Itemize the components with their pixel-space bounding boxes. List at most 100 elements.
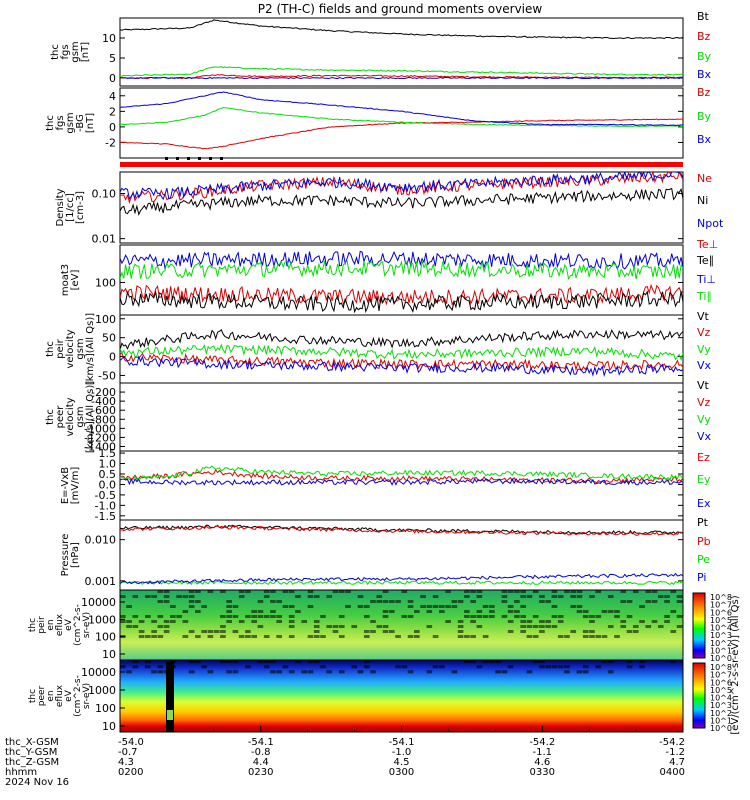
legend-entry: Vt (697, 310, 710, 323)
spec-cell (251, 620, 257, 623)
y-tick-label: 10 (102, 32, 116, 45)
spec-cell (470, 660, 476, 664)
y-axis-label: en (46, 619, 56, 630)
spec-cell (426, 610, 433, 613)
spec-cell (357, 595, 364, 598)
x-tick-label: 4.4 (253, 757, 269, 768)
spec-cell (370, 620, 376, 623)
colorbar-tick: 10^7 (710, 601, 732, 610)
panel-frame (119, 314, 684, 384)
spec-cell (238, 595, 245, 598)
spec-cell (332, 625, 339, 628)
spec-cell (288, 590, 295, 593)
y-tick-label: 10000 (81, 596, 116, 609)
spec-cell (420, 605, 426, 608)
spec-cell (439, 665, 445, 669)
spec-cell (532, 615, 539, 618)
spec-cell (232, 670, 239, 674)
spec-cell (495, 660, 501, 664)
spec-cell (482, 635, 489, 638)
y-axis-label: velocity (65, 329, 76, 368)
spec-cell (539, 625, 545, 628)
spec-cell (288, 605, 295, 608)
spec-cell (514, 615, 520, 618)
y-axis-label: gsm (65, 112, 76, 133)
spec-cell (163, 620, 170, 623)
spec-cell (195, 660, 201, 664)
spec-cell (326, 670, 333, 674)
legend-entry: Pi (697, 571, 706, 584)
spec-cell (470, 590, 476, 593)
spec-cell (476, 610, 483, 613)
series-line-By (120, 106, 683, 128)
spec-cell (401, 665, 408, 669)
legend-entry: Ex (697, 497, 711, 510)
spec-cell (676, 615, 683, 618)
spec-cell (470, 600, 476, 603)
spec-cell (170, 615, 176, 618)
spec-cell (457, 635, 464, 638)
spec-cell (564, 590, 570, 593)
spec-cell (232, 660, 239, 664)
spec-cell (163, 625, 170, 628)
spec-cell (145, 635, 151, 638)
spec-cell (351, 625, 358, 628)
spec-cell (307, 635, 314, 638)
spec-cell (645, 600, 652, 603)
spec-cell (551, 595, 558, 598)
y-tick-label: 1000 (88, 613, 116, 626)
series-line-Bt (120, 19, 683, 40)
series-line-Ex (120, 477, 683, 486)
spec-cell (607, 625, 614, 628)
spec-cell (388, 610, 395, 613)
y-axis-label: eV (64, 618, 74, 631)
spectrogram-fill (120, 660, 683, 732)
legend-entry: Bt (697, 10, 710, 23)
spec-cell (526, 595, 533, 598)
spec-cell (582, 615, 589, 618)
spec-cell (457, 620, 464, 623)
spec-cell (557, 595, 564, 598)
y-axis-label: -BG (75, 114, 86, 132)
panel-frame (119, 87, 684, 159)
spec-cell (639, 620, 645, 623)
spec-cell (657, 595, 664, 598)
spec-cell (476, 595, 483, 598)
spec-cell (395, 635, 401, 638)
spec-cell (482, 605, 489, 608)
spec-cell (670, 630, 677, 633)
x-tick-label: 4.3 (118, 757, 134, 768)
spec-cell (376, 600, 383, 603)
spec-cell (282, 590, 289, 593)
x-tick-label: 4.6 (534, 757, 550, 768)
y-axis-label: thc (28, 689, 38, 703)
spec-cell (651, 620, 658, 623)
spec-cell (388, 600, 395, 603)
spec-cell (520, 615, 526, 618)
mode-bar (120, 162, 683, 167)
spec-cell (464, 595, 470, 598)
spec-cell (557, 620, 564, 623)
series-line-Pb (120, 525, 683, 536)
spec-cell (270, 600, 276, 603)
spec-cell (338, 590, 345, 593)
legend-entry: Te∥ (696, 254, 714, 267)
spec-cell (363, 605, 370, 608)
x-tick-label: 4.5 (394, 757, 410, 768)
y-tick-label: 0.01 (92, 233, 117, 246)
spec-cell (564, 635, 570, 638)
panel-frame (119, 382, 684, 452)
mode-marker (198, 157, 201, 160)
spec-cell (357, 670, 364, 674)
legend-entry: Ti∥ (696, 290, 712, 303)
legend-entry: Npot (697, 217, 724, 230)
spec-cell (170, 620, 176, 623)
spec-cell (226, 670, 232, 674)
spec-cell (363, 635, 370, 638)
spec-cell (370, 600, 376, 603)
series-line-Ti⊥ (120, 250, 683, 271)
spec-cell (182, 635, 189, 638)
spec-cell (451, 605, 458, 608)
spec-cell (276, 620, 283, 623)
